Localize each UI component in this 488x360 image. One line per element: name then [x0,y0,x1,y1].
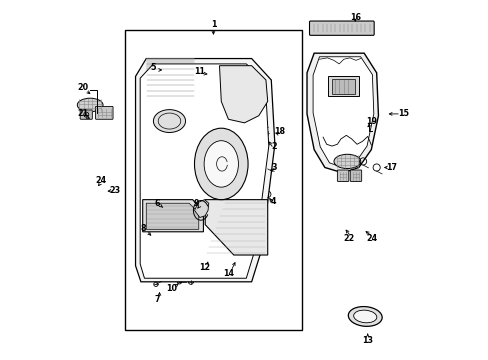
Ellipse shape [353,310,376,323]
Text: 17: 17 [386,163,396,172]
Text: 21: 21 [77,109,88,118]
Text: 8: 8 [141,224,146,233]
Polygon shape [312,57,373,167]
Polygon shape [205,200,267,255]
Ellipse shape [203,141,238,187]
Circle shape [152,232,157,237]
Polygon shape [194,200,208,217]
Text: 9: 9 [193,199,199,208]
Circle shape [153,282,158,287]
Text: 6: 6 [154,199,160,208]
Text: 13: 13 [362,336,372,345]
Text: 7: 7 [154,295,160,304]
Ellipse shape [77,98,103,112]
Text: 23: 23 [109,186,121,195]
Text: 14: 14 [223,269,233,278]
Polygon shape [140,64,268,278]
FancyBboxPatch shape [95,107,113,119]
Text: 12: 12 [199,263,210,272]
Ellipse shape [194,128,247,200]
Text: 3: 3 [270,163,276,172]
Text: 2: 2 [270,141,276,150]
Text: 18: 18 [273,127,285,136]
Text: 19: 19 [365,117,376,126]
Bar [124,30,301,330]
Polygon shape [306,53,378,173]
Text: 4: 4 [270,197,276,206]
Text: 10: 10 [166,284,177,293]
Text: 15: 15 [397,109,408,118]
Polygon shape [146,203,198,229]
Text: 1: 1 [210,20,216,29]
Text: 24: 24 [366,234,377,243]
Text: 5: 5 [150,63,156,72]
Polygon shape [219,66,267,123]
Ellipse shape [153,110,185,132]
Bar [331,79,354,94]
FancyBboxPatch shape [80,110,92,119]
Text: 24: 24 [95,176,106,185]
Polygon shape [135,59,274,282]
FancyBboxPatch shape [349,170,361,181]
Bar [328,76,358,96]
FancyBboxPatch shape [337,170,348,181]
Ellipse shape [347,307,382,327]
FancyBboxPatch shape [309,21,373,35]
Text: 20: 20 [77,83,88,92]
Text: 16: 16 [349,13,360,22]
Circle shape [177,280,181,284]
Ellipse shape [333,154,360,168]
Polygon shape [146,59,194,98]
Text: 22: 22 [343,234,354,243]
Text: 11: 11 [194,67,205,76]
Polygon shape [142,200,203,232]
